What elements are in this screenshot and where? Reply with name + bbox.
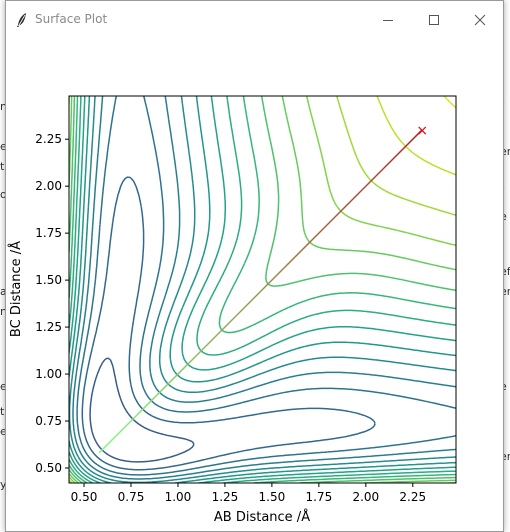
title-bar[interactable]: Surface Plot	[6, 1, 503, 38]
x-tick-label: 1.00	[165, 490, 192, 504]
x-tick-label: 2.25	[399, 490, 426, 504]
contour-plot[interactable]: × 0.50 0.75 1.00 1.25 1.50 1.75 2.00 2.25 0.500…	[6, 38, 503, 532]
background-fragment: er	[500, 145, 510, 158]
contour-level	[81, 176, 376, 471]
y-tick-label: 1.00	[35, 367, 62, 381]
x-axis-ticks: 0.50 0.75 1.00 1.25 1.50 1.75 2.00 2.25	[71, 483, 426, 504]
contour-level	[69, 96, 456, 483]
contour-level	[69, 96, 456, 483]
background-fragment: er	[0, 140, 6, 153]
background-text-left: nertooranetevy	[0, 0, 6, 532]
x-axis-label: AB Distance /Å	[214, 509, 310, 525]
background-fragment: t	[0, 405, 5, 418]
maximize-icon	[429, 14, 439, 25]
y-tick-label: 0.75	[35, 414, 62, 428]
y-tick-label: 1.75	[35, 226, 62, 240]
feather-icon	[17, 13, 26, 27]
contour-level	[69, 96, 456, 483]
background-fragment: n	[0, 305, 6, 318]
plot-area-frame	[68, 95, 457, 484]
background-fragment: n	[0, 100, 6, 113]
background-fragment: a	[0, 285, 6, 298]
background-fragment: er	[500, 285, 510, 298]
minimize-icon	[383, 19, 393, 21]
minimize-button[interactable]	[365, 1, 411, 38]
background-fragment: to	[0, 160, 6, 173]
contour-level	[69, 96, 456, 483]
x-tick-label: 1.75	[305, 490, 332, 504]
contour-level	[69, 96, 456, 483]
y-tick-label: 0.50	[35, 461, 62, 475]
contour-level	[76, 96, 456, 476]
x-tick-label: 0.75	[118, 490, 145, 504]
contour-level	[72, 96, 456, 480]
y-axis-ticks: 0.50 0.75 1.00 1.25 1.50 1.75 2.00 2.25	[35, 132, 69, 475]
trajectory-line	[98, 129, 423, 454]
close-button[interactable]	[457, 1, 503, 38]
contour-level	[89, 357, 195, 463]
contour-level	[69, 96, 456, 483]
contour-level	[69, 96, 456, 483]
x-tick-label: 1.50	[259, 490, 286, 504]
trajectory-end-marker: ×	[416, 123, 428, 139]
background-fragment: y	[0, 478, 6, 491]
x-tick-label: 1.25	[212, 490, 239, 504]
y-tick-label: 2.00	[35, 179, 62, 193]
background-fragment: er	[500, 450, 510, 463]
y-tick-label: 2.25	[35, 132, 62, 146]
y-tick-label: 1.25	[35, 320, 62, 334]
contour-level	[69, 96, 456, 483]
y-tick-label: 1.50	[35, 273, 62, 287]
window-title: Surface Plot	[35, 12, 108, 26]
x-tick-label: 2.00	[352, 490, 379, 504]
background-fragment: e	[0, 380, 6, 393]
background-fragment: ef	[500, 265, 510, 278]
close-icon	[474, 14, 486, 25]
background-fragment: or	[0, 188, 6, 201]
surface-plot-window: Surface Plot × 0.50 0.75 1.00 1.25 1.50 1.75 2…	[5, 0, 504, 532]
background-fragment: ev	[0, 425, 6, 438]
x-tick-label: 0.50	[71, 490, 98, 504]
contour-lines	[69, 96, 456, 483]
y-axis-label: BC Distance /Å	[8, 241, 24, 337]
contour-level	[443, 96, 456, 109]
maximize-button[interactable]	[411, 1, 457, 38]
